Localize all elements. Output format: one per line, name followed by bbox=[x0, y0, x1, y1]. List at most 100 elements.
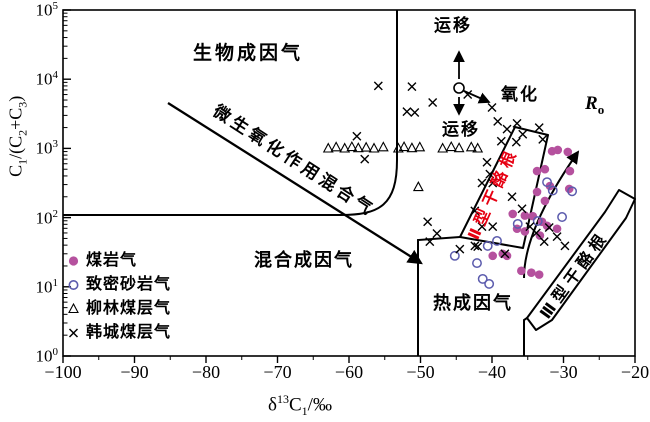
point-coal-rock-gas bbox=[565, 166, 575, 176]
point-coal-rock-gas bbox=[488, 251, 498, 261]
point-hancheng-cbm bbox=[432, 228, 442, 238]
point-coal-rock-gas bbox=[540, 164, 550, 174]
point-hancheng-cbm bbox=[407, 82, 417, 92]
point-tight-sandstone-gas bbox=[532, 216, 543, 227]
point-liulin-cbm bbox=[414, 141, 426, 152]
point-hancheng-cbm bbox=[485, 169, 495, 179]
point-coal-rock-gas bbox=[553, 145, 563, 155]
open-triangle-icon bbox=[68, 302, 79, 313]
point-liulin-cbm bbox=[339, 142, 351, 153]
point-hancheng-cbm bbox=[560, 241, 570, 251]
point-coal-rock-gas bbox=[552, 224, 562, 234]
point-hancheng-cbm bbox=[455, 244, 465, 254]
point-hancheng-cbm bbox=[500, 249, 510, 259]
point-hancheng-cbm bbox=[544, 222, 554, 232]
point-hancheng-cbm bbox=[502, 124, 512, 134]
x-axis-title: δ13C1/‰ bbox=[268, 392, 332, 419]
thermogenic-right-boundary bbox=[523, 317, 528, 356]
point-tight-sandstone-gas bbox=[567, 186, 578, 197]
point-hancheng-cbm bbox=[531, 228, 541, 238]
point-hancheng-cbm bbox=[493, 116, 503, 126]
thermogenic-left-boundary bbox=[417, 236, 461, 356]
point-coal-rock-gas bbox=[517, 266, 526, 276]
point-liulin-cbm bbox=[465, 141, 477, 152]
point-liulin-cbm bbox=[346, 140, 358, 152]
point-hancheng-cbm bbox=[507, 192, 517, 202]
label-oxidation: 氧化 bbox=[501, 85, 539, 105]
x-tick-label: −80 bbox=[191, 362, 221, 382]
point-liulin-cbm bbox=[377, 141, 389, 152]
open-circle-icon bbox=[68, 279, 79, 290]
point-liulin-cbm bbox=[412, 181, 424, 192]
point-hancheng-cbm bbox=[410, 108, 420, 118]
y-tick-label: 104 bbox=[35, 69, 59, 89]
point-hancheng-cbm bbox=[470, 241, 480, 251]
label-mixed-genetic-gas: 混合成因气 bbox=[254, 250, 354, 271]
point-tight-sandstone-gas bbox=[477, 273, 488, 284]
label-biogenic-gas: 生物成因气 bbox=[193, 42, 304, 64]
label-migration-up: 运移 bbox=[434, 16, 472, 36]
point-liulin-cbm bbox=[472, 142, 484, 153]
point-coal-rock-gas bbox=[532, 187, 542, 197]
label-migration-down: 运移 bbox=[442, 120, 480, 140]
legend-item-liulin-cbm: 柳林煤层气 bbox=[66, 296, 171, 320]
oxidation-arrow bbox=[463, 90, 491, 104]
point-liulin-cbm bbox=[352, 142, 364, 153]
point-tight-sandstone-gas bbox=[482, 240, 493, 251]
point-tight-sandstone-gas bbox=[542, 177, 553, 188]
point-hancheng-cbm bbox=[463, 90, 473, 100]
kerogen-type3-band bbox=[526, 189, 636, 331]
x-tick-label: −50 bbox=[406, 362, 435, 382]
point-liulin-cbm bbox=[330, 141, 342, 152]
legend-label: 煤岩气 bbox=[86, 250, 138, 269]
point-hancheng-cbm bbox=[538, 134, 548, 144]
x-tick-label: −40 bbox=[477, 362, 507, 382]
point-hancheng-cbm bbox=[477, 178, 487, 188]
point-hancheng-cbm bbox=[352, 131, 362, 141]
point-liulin-cbm bbox=[453, 142, 465, 153]
point-hancheng-cbm bbox=[470, 206, 480, 216]
x-tick-label: −100 bbox=[44, 362, 82, 382]
point-tight-sandstone-gas bbox=[472, 258, 482, 269]
point-hancheng-cbm bbox=[373, 81, 383, 91]
point-coal-rock-gas bbox=[508, 209, 518, 219]
point-hancheng-cbm bbox=[496, 136, 506, 146]
point-hancheng-cbm bbox=[428, 98, 438, 108]
point-hancheng-cbm bbox=[360, 154, 370, 164]
label-thermogenic-gas: 热成因气 bbox=[433, 293, 513, 314]
x-marker-icon bbox=[68, 327, 79, 338]
legend-label: 致密砂岩气 bbox=[86, 274, 172, 293]
point-coal-rock-gas bbox=[540, 196, 550, 206]
point-hancheng-cbm bbox=[425, 237, 435, 247]
point-coal-rock-gas bbox=[563, 147, 573, 157]
legend-label: 韩城煤层气 bbox=[86, 322, 172, 341]
x-tick-label: −30 bbox=[549, 362, 578, 382]
legend-item-hancheng-cbm: 韩城煤层气 bbox=[66, 320, 171, 344]
point-liulin-cbm bbox=[437, 142, 449, 153]
point-hancheng-cbm bbox=[517, 204, 527, 214]
point-hancheng-cbm bbox=[518, 129, 528, 139]
point-hancheng-cbm bbox=[423, 217, 433, 227]
y-tick-label: 100 bbox=[35, 346, 59, 366]
point-hancheng-cbm bbox=[511, 137, 521, 147]
y-tick-label: 101 bbox=[35, 276, 59, 297]
y-tick-label: 103 bbox=[35, 138, 59, 159]
point-hancheng-cbm bbox=[534, 123, 544, 133]
point-tight-sandstone-gas bbox=[547, 185, 558, 196]
point-hancheng-cbm bbox=[402, 107, 412, 117]
legend-label: 柳林煤层气 bbox=[86, 298, 172, 317]
point-hancheng-cbm bbox=[488, 178, 498, 188]
point-hancheng-cbm bbox=[477, 222, 487, 232]
point-coal-rock-gas bbox=[532, 166, 542, 176]
legend: 煤岩气 致密砂岩气 柳林煤层气 韩城煤层气 bbox=[66, 248, 171, 344]
point-tight-sandstone-gas bbox=[492, 235, 502, 246]
point-hancheng-cbm bbox=[473, 242, 483, 252]
point-coal-rock-gas bbox=[520, 211, 530, 220]
microbial-oxidation-arrow bbox=[167, 102, 423, 265]
point-liulin-cbm bbox=[368, 142, 380, 153]
point-hancheng-cbm bbox=[512, 118, 522, 128]
x-tick-label: −90 bbox=[120, 362, 149, 382]
y-tick-label: 105 bbox=[35, 0, 59, 20]
